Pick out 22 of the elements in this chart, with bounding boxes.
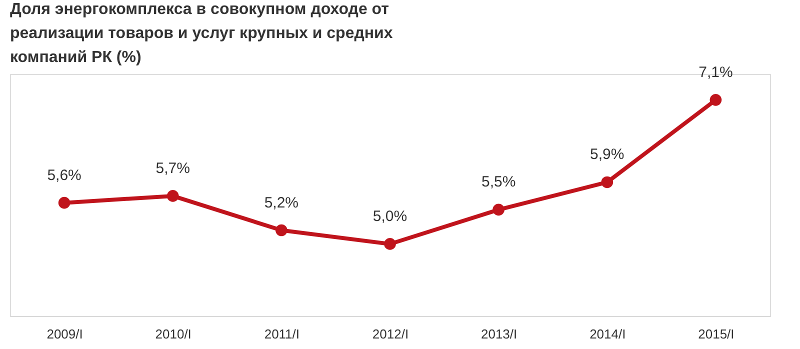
point (58, 196, 70, 209)
point (601, 176, 614, 188)
x-tick-label: 2012/I (372, 326, 409, 342)
point (492, 204, 504, 216)
x-tick-label: 2009/I (46, 326, 83, 342)
data-label: 5,5% (481, 174, 516, 191)
data-label: 5,0% (372, 208, 408, 225)
data-label: 5,9% (590, 146, 624, 164)
data-label: 5,7% (156, 160, 190, 177)
x-tick-label: 2015/I (698, 326, 734, 342)
chart-title: Доля энергокомплекса в совокупном доходе от реализации товаров и услуг крупных и средних компаний РК (%) (10, 0, 393, 66)
point (384, 238, 396, 250)
point (276, 224, 288, 236)
data-label: 5,6% (47, 166, 82, 184)
x-tick-label: 2011/I (264, 326, 300, 342)
point (166, 190, 179, 202)
point (710, 94, 722, 106)
x-tick-label: 2014/I (590, 326, 626, 342)
data-label: 7,1% (698, 64, 733, 81)
x-tick-label: 2010/I (155, 326, 192, 342)
x-tick-label: 2013/I (480, 326, 518, 342)
data-label: 5,2% (264, 194, 299, 212)
